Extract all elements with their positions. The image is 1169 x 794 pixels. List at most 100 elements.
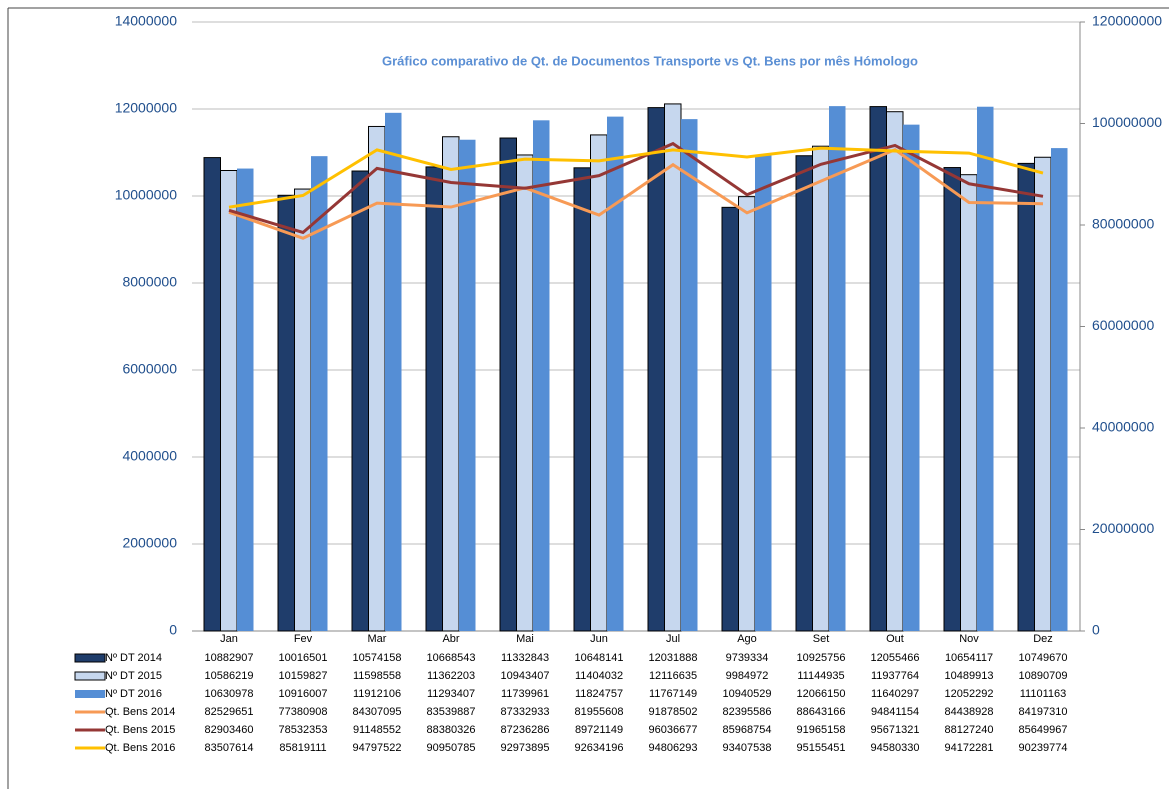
y-tick-label: 14000000 (115, 13, 178, 29)
table-cell: 10574158 (353, 652, 402, 664)
table-cell: 94580330 (871, 742, 920, 754)
table-cell: 84438928 (945, 706, 994, 718)
x-tick-label: Set (813, 633, 830, 645)
table-cell: 12116635 (649, 670, 697, 682)
y2-tick-label: 80000000 (1092, 216, 1155, 232)
table-cell: 83539887 (427, 706, 476, 718)
y2-tick-label: 20000000 (1092, 520, 1155, 536)
x-tick-label: Out (886, 633, 904, 645)
bar (1051, 148, 1068, 631)
y-tick-label: 8000000 (122, 274, 177, 290)
legend-label: Qt. Bens 2014 (105, 706, 175, 718)
table-cell: 94806293 (649, 742, 698, 754)
bar (220, 169, 238, 632)
table-cell: 12066150 (797, 688, 846, 700)
table-cell: 85819111 (279, 742, 326, 754)
x-tick-label: Fev (294, 633, 313, 645)
y-tick-label: 10000000 (115, 187, 178, 203)
table-cell: 12031888 (649, 652, 698, 664)
table-cell: 11739961 (501, 688, 549, 700)
table-cell: 10882907 (205, 652, 254, 664)
x-tick-label: Nov (959, 633, 979, 645)
y2-tick-label: 100000000 (1092, 114, 1162, 130)
table-cell: 88643166 (797, 706, 846, 718)
bar (1017, 162, 1035, 632)
table-cell: 11767149 (649, 688, 697, 700)
bar (1034, 156, 1052, 632)
table-cell: 11824757 (575, 688, 623, 700)
table-cell: 85649967 (1019, 724, 1068, 736)
bar (869, 106, 887, 632)
bar (647, 107, 665, 632)
legend-label: Qt. Bens 2015 (105, 724, 175, 736)
table-cell: 81955608 (575, 706, 624, 718)
table-cell: 91965158 (797, 724, 846, 736)
y-tick-label: 2000000 (122, 535, 177, 551)
legend-label: Qt. Bens 2016 (105, 742, 175, 754)
table-cell: 11640297 (871, 688, 919, 700)
table-cell: 94841154 (871, 706, 919, 718)
table-cell: 10648141 (575, 652, 624, 664)
bar (533, 120, 550, 631)
bar (516, 154, 534, 632)
table-cell: 95671321 (871, 724, 920, 736)
table-cell: 11144935 (797, 670, 844, 682)
table-cell: 92973895 (501, 742, 550, 754)
bar (442, 136, 460, 632)
bar (499, 137, 517, 632)
table-cell: 9739334 (726, 652, 769, 664)
bar (385, 112, 402, 632)
table-cell: 10586219 (205, 670, 254, 682)
bar (203, 157, 221, 632)
table-cell: 12052292 (945, 688, 994, 700)
legend-key (74, 653, 106, 663)
chart-title: Gráfico comparativo de Qt. de Documentos… (382, 53, 918, 68)
x-tick-label: Abr (442, 633, 459, 645)
table-cell: 11404032 (575, 670, 623, 682)
y2-tick-label: 60000000 (1092, 317, 1155, 333)
bar (755, 155, 772, 632)
bar (977, 106, 994, 632)
table-cell: 10943407 (501, 670, 550, 682)
table-cell: 82903460 (205, 724, 254, 736)
bar (943, 167, 961, 632)
y-tick-label: 12000000 (115, 100, 178, 116)
table-cell: 88380326 (427, 724, 476, 736)
table-cell: 10749670 (1019, 652, 1068, 664)
table-cell: 11937764 (871, 670, 919, 682)
table-cell: 91148552 (353, 724, 401, 736)
table-cell: 11912106 (353, 688, 401, 700)
table-cell: 11598558 (353, 670, 401, 682)
bar (311, 156, 328, 632)
table-cell: 82529651 (205, 706, 254, 718)
bar (903, 124, 920, 631)
table-cell: 10668543 (427, 652, 476, 664)
bar (294, 188, 312, 632)
bar (795, 155, 813, 632)
table-cell: 10925756 (797, 652, 846, 664)
bar (812, 145, 830, 632)
table-cell: 10630978 (205, 688, 254, 700)
y2-tick-label: 40000000 (1092, 419, 1155, 435)
bar (425, 166, 443, 632)
legend-label: Nº DT 2014 (105, 652, 162, 664)
table-cell: 10016501 (279, 652, 328, 664)
table-cell: 89721149 (575, 724, 623, 736)
table-cell: 95155451 (797, 742, 846, 754)
y-tick-label: 0 (169, 622, 177, 638)
x-tick-label: Mai (516, 633, 534, 645)
line (228, 141, 1044, 235)
table-cell: 11293407 (427, 688, 475, 700)
table-cell: 94172281 (945, 742, 994, 754)
table-cell: 90239774 (1019, 742, 1068, 754)
x-tick-label: Ago (737, 633, 757, 645)
table-cell: 11362203 (427, 670, 475, 682)
line (228, 147, 1044, 240)
table-cell: 78532353 (279, 724, 328, 736)
bar (351, 170, 369, 632)
table-cell: 94797522 (353, 742, 402, 754)
legend-label: Nº DT 2015 (105, 670, 162, 682)
table-cell: 87332933 (501, 706, 550, 718)
y2-tick-label: 0 (1092, 622, 1100, 638)
